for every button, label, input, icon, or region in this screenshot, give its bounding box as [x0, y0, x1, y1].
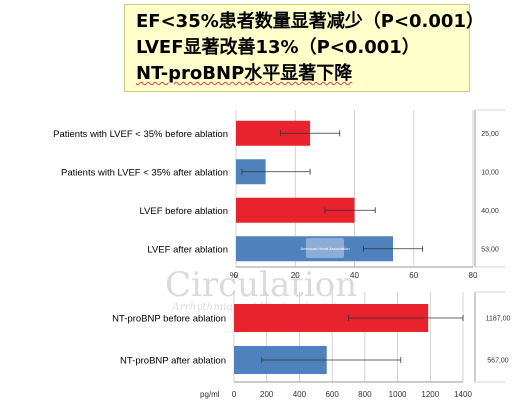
- ntprobnp-category-label-0: NT-proBNP before ablation: [112, 314, 226, 325]
- lvef-value-label-3: 53,00: [481, 246, 499, 253]
- watermark-title: Circulation: [165, 265, 357, 305]
- chart-ntprobnp: 0 200 400 600 800 1000 1200 1400 pg/ml NT-proBNP …: [112, 291, 511, 399]
- ntprobnp-value-label-0: 1187,00: [486, 316, 511, 323]
- ntprobnp-tick-label-1: 200: [260, 390, 274, 399]
- headline-line-2: LVEF显著改善13%（P<0.001）: [136, 37, 420, 58]
- lvef-axis-unit: %: [230, 271, 237, 280]
- lvef-tick-label-0: 0: [234, 271, 239, 280]
- ntprobnp-tick-label-2: 400: [293, 390, 307, 399]
- ntprobnp-tick-label-5: 1000: [389, 390, 407, 399]
- lvef-category-label-3: LVEF after ablation: [147, 244, 228, 255]
- lvef-value-label-0: 25,00: [481, 131, 499, 138]
- lvef-category-label-1: Patients with LVEF < 35% after ablation: [61, 167, 228, 178]
- ntprobnp-tick-label-0: 0: [232, 390, 237, 399]
- headline-line-1: EF<35%患者数量显著减少（P<0.001）: [136, 11, 484, 32]
- headline-line-3: NT-proBNP水平显著下降: [136, 63, 353, 84]
- ntprobnp-tick-label-7: 1400: [454, 390, 472, 399]
- chart-lvef: 0 20 40 60 80% Patients with LVEF < 35% befor…: [53, 109, 505, 280]
- bar-badge-text: American Heart Association: [300, 246, 349, 251]
- lvef-tick-label-1: 20: [291, 271, 300, 280]
- ntprobnp-tick-label-3: 600: [325, 390, 339, 399]
- ntprobnp-tick-label-6: 1200: [421, 390, 439, 399]
- bar-badge-plate: [306, 238, 344, 258]
- headline-box: EF<35%患者数量显著减少（P<0.001） LVEF显著改善13%（P<0.…: [124, 4, 484, 92]
- ntprobnp-category-label-1: NT-proBNP after ablation: [120, 356, 226, 367]
- ntprobnp-tick-label-4: 800: [358, 390, 372, 399]
- lvef-value-label-1: 10,00: [481, 169, 499, 176]
- lvef-category-label-2: LVEF before ablation: [139, 206, 228, 217]
- lvef-tick-label-4: 80: [469, 271, 478, 280]
- ntprobnp-axis-unit: pg/ml: [200, 390, 220, 399]
- lvef-tick-label-2: 40: [350, 271, 359, 280]
- lvef-tick-label-3: 60: [409, 271, 418, 280]
- bar-badge: American Heart Association: [300, 238, 350, 258]
- lvef-category-label-0: Patients with LVEF < 35% before ablation: [53, 129, 228, 140]
- ntprobnp-value-label-1: 567,00: [487, 358, 509, 365]
- lvef-value-label-2: 40,00: [481, 208, 499, 215]
